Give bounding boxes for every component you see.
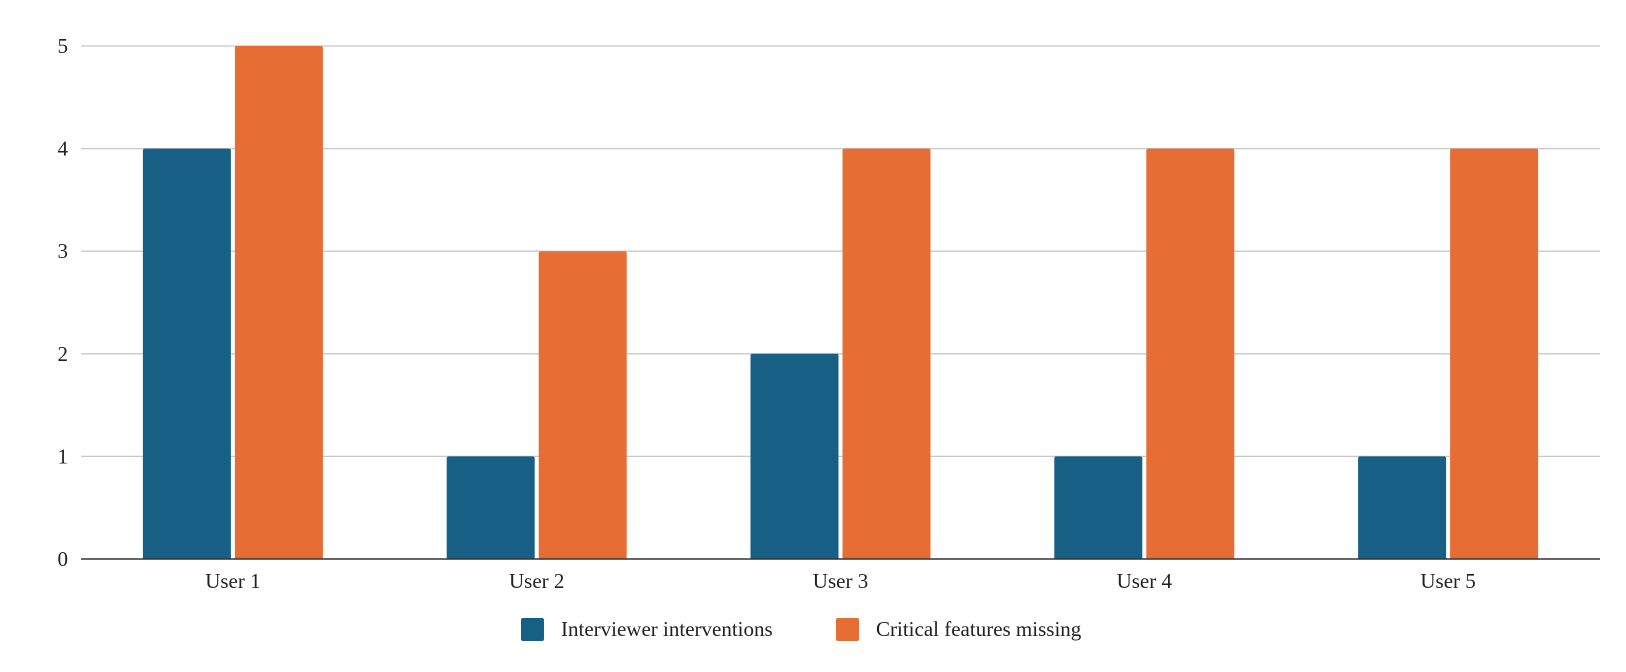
bar-interviewer-interventions-4 — [1054, 456, 1143, 559]
legend-swatch — [836, 618, 859, 641]
bar-critical-features-missing-4 — [1146, 148, 1235, 559]
y-tick-label: 2 — [58, 342, 69, 366]
bar-interviewer-interventions-3 — [750, 353, 839, 559]
legend-swatch — [521, 618, 544, 641]
y-tick-label: 1 — [58, 444, 69, 468]
y-tick-label: 0 — [58, 547, 69, 571]
x-category-label: User 4 — [1117, 569, 1173, 593]
x-axis-category-labels: User 1 User 2 User 3 User 4 User 5 — [205, 569, 1476, 593]
legend-label: Interviewer interventions — [561, 617, 773, 641]
bar-critical-features-missing-5 — [1450, 148, 1539, 559]
y-tick-label: 4 — [58, 137, 69, 161]
legend: Interviewer interventions Critical featur… — [521, 617, 1082, 641]
legend-label: Critical features missing — [876, 617, 1082, 641]
gridlines — [81, 45, 1600, 458]
bar-interviewer-interventions-5 — [1358, 456, 1447, 559]
x-category-label: User 3 — [813, 569, 868, 593]
y-tick-label: 5 — [58, 34, 69, 58]
bar-interviewer-interventions-2 — [446, 456, 535, 559]
bar-critical-features-missing-1 — [234, 46, 323, 559]
bars — [142, 46, 1539, 559]
y-axis-tick-labels: 0 1 2 3 4 5 — [58, 34, 69, 571]
x-category-label: User 1 — [205, 569, 260, 593]
bar-critical-features-missing-3 — [842, 148, 931, 559]
x-category-label: User 5 — [1420, 569, 1475, 593]
y-tick-label: 3 — [58, 239, 69, 263]
bar-critical-features-missing-2 — [538, 251, 627, 559]
x-category-label: User 2 — [509, 569, 564, 593]
bar-interviewer-interventions-1 — [142, 148, 231, 559]
